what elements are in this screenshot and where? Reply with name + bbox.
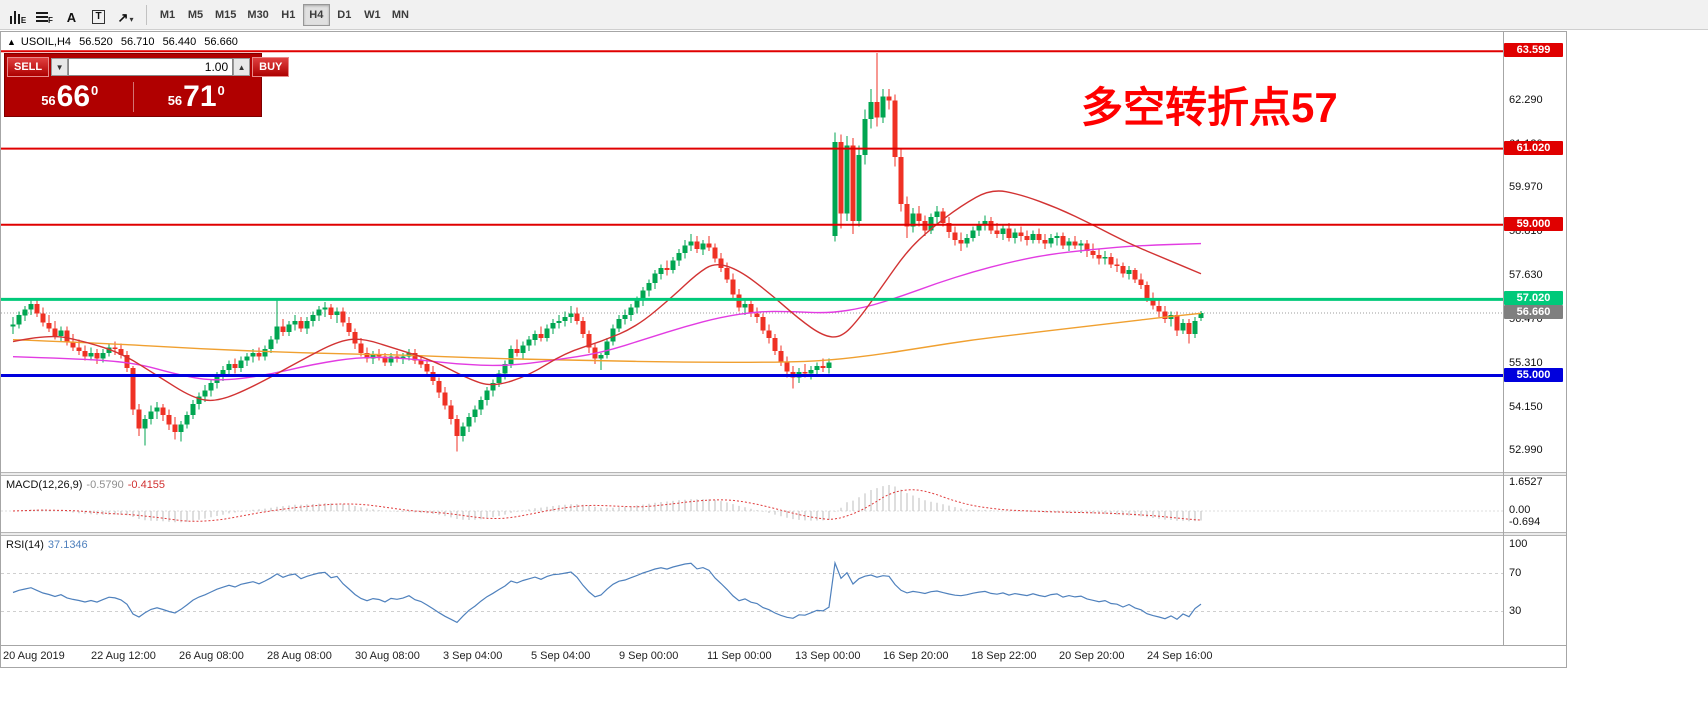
time-axis-label: 28 Aug 08:00 xyxy=(267,650,332,662)
price-axis-label: 54.150 xyxy=(1509,401,1543,413)
label-a-icon[interactable]: A xyxy=(58,3,85,27)
buy-price-display[interactable]: 56 71 0 xyxy=(134,82,260,112)
macd-axis-label: 0.00 xyxy=(1509,504,1531,516)
timeframe-button-m1[interactable]: M1 xyxy=(154,4,181,26)
sell-price-big: 66 xyxy=(56,80,91,113)
macd-axis-label: -0.694 xyxy=(1509,516,1541,528)
time-axis[interactable]: 20 Aug 2019 22 Aug 12:00 26 Aug 08:00 28 Au… xyxy=(1,645,1566,667)
chart-annotation-text: 多空转折点57 xyxy=(1081,84,1338,131)
sell-price-prefix: 56 xyxy=(41,93,56,108)
time-axis-label: 26 Aug 08:00 xyxy=(179,650,244,662)
price-axis-label: 57.630 xyxy=(1509,269,1543,281)
timeframe-button-m5[interactable]: M5 xyxy=(182,4,209,26)
price-chart-area[interactable]: ▲ USOIL,H4 56.520 56.710 56.440 56.660 SE… xyxy=(1,32,1503,472)
sell-button[interactable]: SELL xyxy=(7,57,50,77)
time-axis-label: 24 Sep 16:00 xyxy=(1147,650,1213,662)
price-level-badge: 61.020 xyxy=(1504,141,1563,155)
price-level-badge: 59.000 xyxy=(1504,217,1563,231)
price-level-badge: 56.660 xyxy=(1504,305,1563,319)
toolbar-icon-group: E F A T ↗ ▾ xyxy=(4,3,139,27)
close-value: 56.660 xyxy=(204,36,238,48)
rsi-axis-label: 100 xyxy=(1509,538,1528,550)
macd-axis[interactable]: 1.6527 0.00 -0.694 xyxy=(1503,476,1566,532)
open-value: 56.520 xyxy=(79,36,113,48)
low-value: 56.440 xyxy=(162,36,197,48)
candlestick-canvas[interactable] xyxy=(1,32,1503,472)
pane-splitter[interactable] xyxy=(1,532,1566,536)
toolbar: E F A T ↗ ▾ M1 M5 M15 M30 H1 H4 D1 W1 MN xyxy=(0,0,1708,30)
price-axis-label: 55.310 xyxy=(1509,357,1543,369)
buy-price-sup: 0 xyxy=(217,83,225,98)
sell-price-sup: 0 xyxy=(91,83,99,98)
timeframe-button-w1[interactable]: W1 xyxy=(359,4,386,26)
macd-axis-label: 1.6527 xyxy=(1509,476,1543,488)
rsi-title: RSI(14) xyxy=(6,539,44,551)
time-axis-label: 16 Sep 20:00 xyxy=(883,650,949,662)
toolbar-separator xyxy=(146,4,147,25)
chart-ohlc-header: ▲ USOIL,H4 56.520 56.710 56.440 56.660 xyxy=(7,36,243,48)
time-axis-label: 22 Aug 12:00 xyxy=(91,650,156,662)
rsi-pane[interactable]: RSI(14) 37.1346 xyxy=(1,536,1503,645)
rsi-axis[interactable]: 100 70 30 xyxy=(1503,536,1566,645)
buy-price-big: 71 xyxy=(183,80,217,113)
chart-window: ▲ USOIL,H4 56.520 56.710 56.440 56.660 SE… xyxy=(0,31,1567,668)
price-axis-label: 62.290 xyxy=(1509,94,1543,106)
price-axis-label: 59.970 xyxy=(1509,181,1543,193)
trade-panel-divider xyxy=(132,82,134,112)
time-axis-label: 9 Sep 00:00 xyxy=(619,650,679,662)
macd-canvas[interactable] xyxy=(1,476,1503,532)
volume-increase-caret-icon[interactable]: ▲ xyxy=(233,58,251,76)
time-axis-label: 3 Sep 04:00 xyxy=(443,650,503,662)
grid-lines-icon[interactable]: F xyxy=(31,3,58,27)
volume-input[interactable] xyxy=(68,58,234,76)
time-axis-label: 13 Sep 00:00 xyxy=(795,650,861,662)
buy-button[interactable]: BUY xyxy=(252,57,290,77)
time-axis-label: 5 Sep 04:00 xyxy=(531,650,591,662)
timeframe-button-h4[interactable]: H4 xyxy=(302,3,330,26)
macd-label: MACD(12,26,9) -0.5790 -0.4155 xyxy=(6,479,169,491)
objects-menu-icon[interactable]: ↗ ▾ xyxy=(112,3,139,27)
chart-bars-icon[interactable]: E xyxy=(4,3,31,27)
sell-price-display[interactable]: 56 66 0 xyxy=(7,82,133,112)
price-axis-label: 52.990 xyxy=(1509,444,1543,456)
timeframe-button-m30[interactable]: M30 xyxy=(242,4,273,26)
timeframe-button-m15[interactable]: M15 xyxy=(210,4,241,26)
macd-main-value: -0.5790 xyxy=(86,479,124,491)
macd-title: MACD(12,26,9) xyxy=(6,479,83,491)
rsi-axis-label: 70 xyxy=(1509,567,1522,579)
volume-control: ▼ ▲ xyxy=(51,58,251,76)
price-level-badge: 63.599 xyxy=(1504,43,1563,57)
text-tool-icon[interactable]: T xyxy=(85,3,112,27)
macd-signal-value: -0.4155 xyxy=(127,479,166,491)
pane-splitter[interactable] xyxy=(1,472,1566,476)
price-axis[interactable]: 62.29061.12059.97058.81057.63056.47055.3… xyxy=(1503,32,1566,472)
rsi-canvas[interactable] xyxy=(1,536,1503,645)
timeframe-button-h1[interactable]: H1 xyxy=(275,4,302,26)
timeframe-button-group: M1 M5 M15 M30 H1 H4 D1 W1 MN xyxy=(154,3,414,26)
buy-price-prefix: 56 xyxy=(167,93,183,108)
time-axis-label: 20 Sep 20:00 xyxy=(1059,650,1125,662)
rsi-axis-label: 30 xyxy=(1509,605,1522,617)
price-level-badge: 57.020 xyxy=(1504,291,1563,305)
collapse-arrow-icon[interactable]: ▲ xyxy=(7,37,16,47)
rsi-label: RSI(14) 37.1346 xyxy=(6,539,92,551)
macd-pane[interactable]: MACD(12,26,9) -0.5790 -0.4155 xyxy=(1,476,1503,532)
symbol-period-label: USOIL,H4 xyxy=(20,36,72,48)
volume-dropdown-caret-icon[interactable]: ▼ xyxy=(51,58,69,76)
time-axis-label: 18 Sep 22:00 xyxy=(971,650,1037,662)
time-axis-label: 20 Aug 2019 xyxy=(3,650,65,662)
timeframe-button-d1[interactable]: D1 xyxy=(331,4,358,26)
high-value: 56.710 xyxy=(120,36,155,48)
time-axis-label: 11 Sep 00:00 xyxy=(707,650,772,662)
rsi-value: 37.1346 xyxy=(47,539,88,551)
time-axis-label: 30 Aug 08:00 xyxy=(355,650,420,662)
timeframe-button-mn[interactable]: MN xyxy=(387,4,414,26)
price-level-badge: 55.000 xyxy=(1504,368,1563,382)
